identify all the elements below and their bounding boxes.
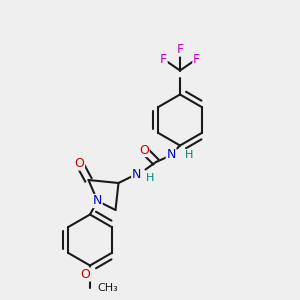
Text: H: H bbox=[185, 149, 193, 160]
Text: N: N bbox=[132, 167, 141, 181]
Text: CH₃: CH₃ bbox=[98, 283, 118, 293]
Text: F: F bbox=[176, 43, 184, 56]
Text: O: O bbox=[75, 157, 84, 170]
Text: N: N bbox=[166, 148, 176, 161]
Text: O: O bbox=[139, 143, 149, 157]
Text: H: H bbox=[146, 172, 154, 183]
Text: N: N bbox=[93, 194, 102, 208]
Text: O: O bbox=[81, 268, 90, 281]
Text: F: F bbox=[160, 52, 167, 66]
Text: F: F bbox=[193, 52, 200, 66]
